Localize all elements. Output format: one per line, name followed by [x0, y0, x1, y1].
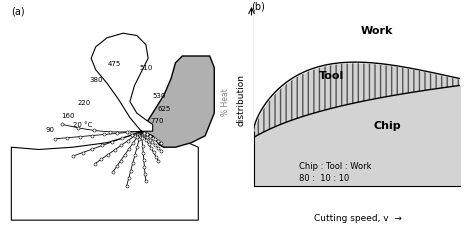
Text: 530: 530 [153, 92, 166, 98]
Text: Work: Work [361, 26, 393, 36]
Polygon shape [11, 132, 198, 220]
Text: % Heat: % Heat [221, 88, 230, 116]
Text: 20 °C: 20 °C [73, 122, 92, 128]
Text: Chip: Chip [374, 121, 401, 131]
Text: 160: 160 [62, 113, 75, 119]
Text: Tool: Tool [319, 71, 345, 81]
Text: 380: 380 [89, 76, 102, 82]
Polygon shape [91, 34, 153, 132]
Text: 220: 220 [78, 99, 91, 105]
Text: 510: 510 [139, 65, 153, 71]
Text: 80 :  10 : 10: 80 : 10 : 10 [299, 173, 349, 182]
Text: Cutting speed, v  →: Cutting speed, v → [314, 213, 402, 222]
Polygon shape [141, 57, 214, 148]
Text: 475: 475 [107, 61, 120, 67]
Text: distribution: distribution [237, 74, 245, 126]
Text: (a): (a) [11, 7, 25, 17]
Text: Chip : Tool : Work: Chip : Tool : Work [299, 161, 372, 170]
Text: 625: 625 [157, 106, 171, 112]
Text: 90: 90 [46, 126, 55, 132]
Text: 770: 770 [151, 117, 164, 123]
Text: (b): (b) [252, 2, 265, 12]
